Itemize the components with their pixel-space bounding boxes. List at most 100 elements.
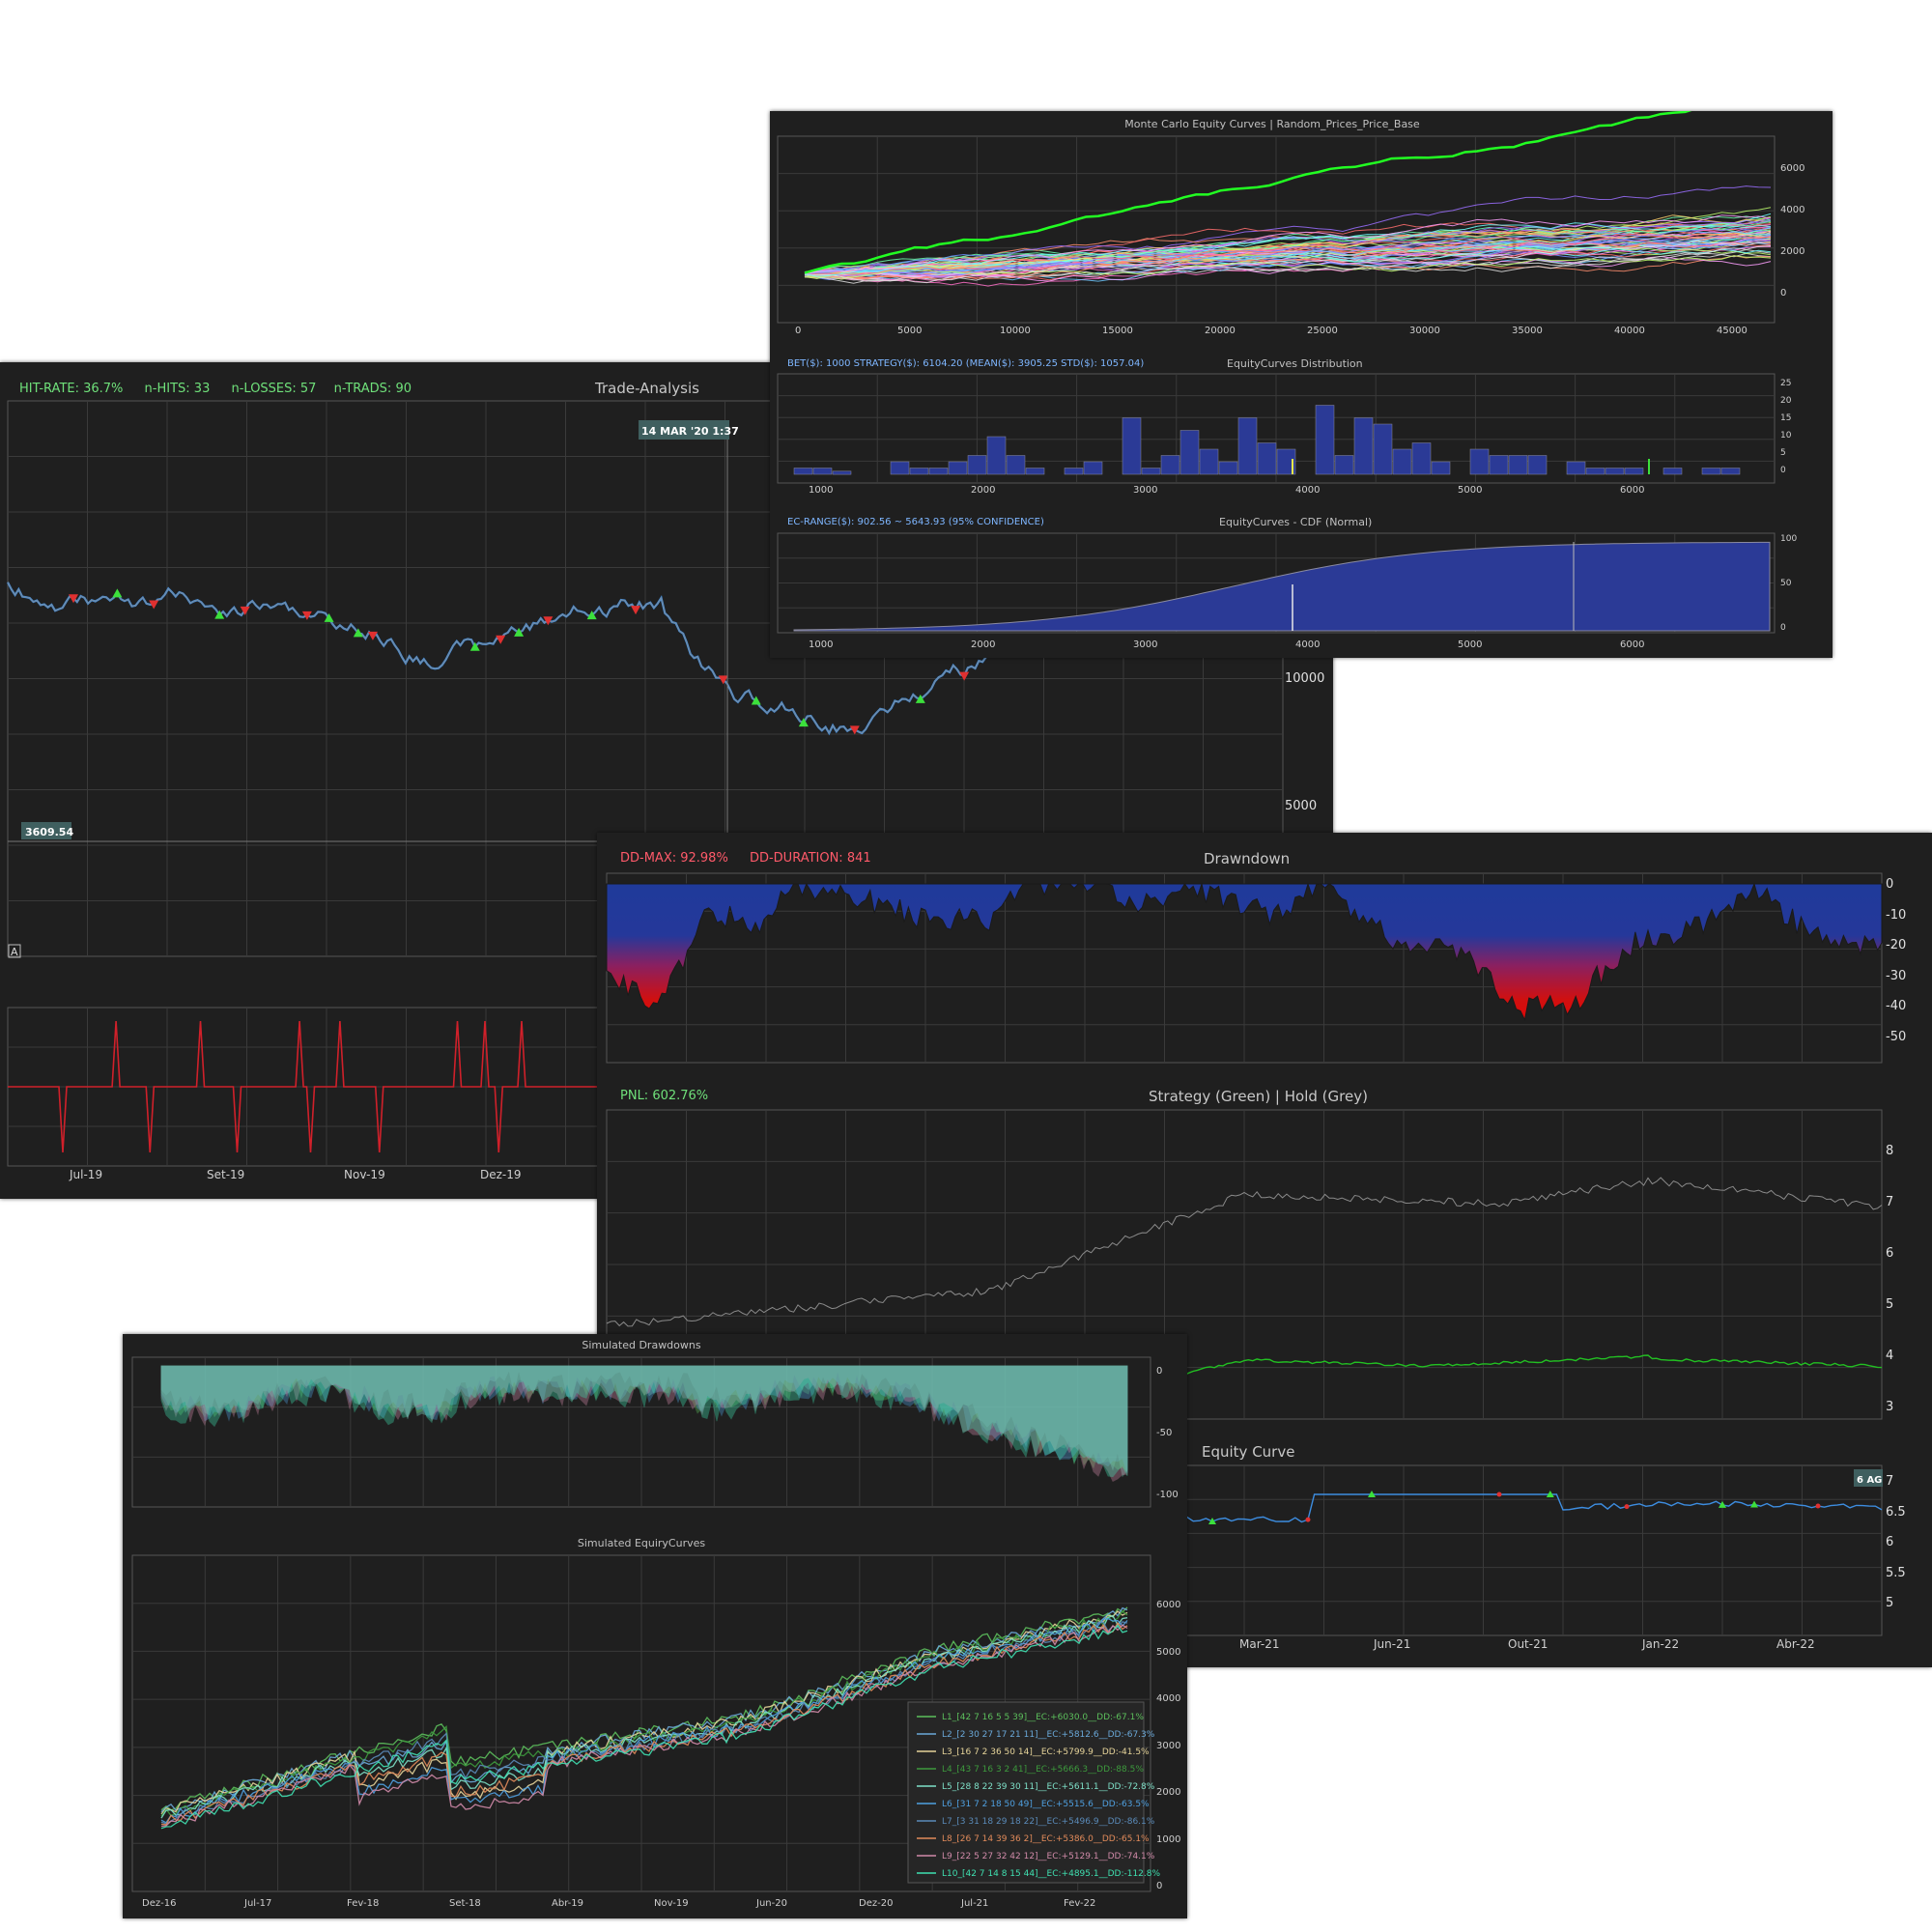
histogram-bar	[1200, 449, 1218, 474]
sim-dd-y-tick: 0	[1156, 1366, 1162, 1377]
trade-analysis-title: Trade-Analysis	[595, 380, 699, 397]
equity-date-text: 6 AG	[1857, 1475, 1882, 1486]
cursor-value-text: 3609.54	[25, 826, 73, 838]
sell-marker	[1625, 1504, 1630, 1509]
drawdown-y-tick: -20	[1886, 938, 1906, 952]
sim-x-tick: Dez-20	[859, 1898, 893, 1909]
histogram-bar	[1026, 469, 1044, 475]
sim-x-tick: Jun-20	[756, 1898, 787, 1909]
histogram-bar	[1470, 449, 1489, 474]
mc-y-tick: 4000	[1780, 205, 1804, 215]
histogram-bar	[1238, 418, 1257, 475]
monte-carlo-window: Monte Carlo Equity Curves | Random_Price…	[770, 111, 1833, 658]
histogram-bar	[1509, 456, 1527, 475]
cdf-stats: EC-RANGE($): 902.56 ~ 5643.93 (95% CONFI…	[787, 517, 1044, 527]
drawdown-y-tick: -40	[1886, 999, 1906, 1013]
dist-y-tick: 15	[1780, 413, 1791, 423]
dist-x-tick: 5000	[1458, 485, 1482, 496]
signal-series	[8, 1021, 599, 1152]
histogram-bar	[1122, 418, 1141, 475]
histogram-bar	[891, 462, 909, 474]
cdf-curve	[794, 542, 1770, 631]
drawdown-y-tick: 0	[1886, 877, 1893, 892]
histogram-bar	[1258, 443, 1276, 475]
auto-scale-button-label: A	[11, 946, 18, 958]
histogram-bar	[1161, 456, 1179, 475]
mc-y-tick: 2000	[1780, 246, 1804, 257]
cursor-date-text: 14 MAR '20 1:37	[641, 425, 739, 438]
histogram-bar	[1721, 469, 1740, 475]
histogram-bar	[1065, 469, 1083, 475]
legend-entry: L2_[2 30 27 17 21 11]__EC:+5812.6__DD:-6…	[942, 1730, 1155, 1740]
histogram-bar	[929, 469, 948, 475]
histogram-bar	[1374, 424, 1392, 474]
strategy-y-tick: 3	[1886, 1400, 1893, 1414]
cdf-x-tick: 1000	[809, 639, 833, 650]
mc-x-tick: 5000	[897, 326, 922, 336]
histogram-bar	[1316, 406, 1334, 475]
equity-y-tick: 7	[1886, 1474, 1893, 1489]
mc-y-tick: 6000	[1780, 163, 1804, 174]
legend-entry: L9_[22 5 27 32 42 12]__EC:+5129.1__DD:-7…	[942, 1852, 1155, 1861]
dd-duration-stat: DD-DURATION: 841	[750, 851, 871, 866]
equity-y-tick: 5.5	[1886, 1566, 1906, 1580]
distribution-title: EquityCurves Distribution	[1227, 357, 1363, 370]
drawdown-y-tick: -50	[1886, 1030, 1906, 1044]
sell-marker	[1497, 1492, 1502, 1497]
histogram-bar	[1528, 456, 1547, 475]
sim-dd-y-tick: -100	[1156, 1490, 1179, 1500]
hit-rate-stat: HIT-RATE: 36.7%	[19, 382, 123, 396]
histogram-bar	[968, 456, 986, 475]
buy-marker	[112, 588, 122, 597]
losses-stat: n-LOSSES: 57	[231, 382, 316, 396]
equity-x-tick: Jun-21	[1374, 1637, 1410, 1651]
simulation-window: L1_[42 7 16 5 5 39]__EC:+6030.0__DD:-67.…	[123, 1334, 1187, 1918]
strategy-y-tick: 5	[1886, 1297, 1893, 1312]
histogram-bar	[1142, 469, 1160, 475]
sim-x-tick: Set-18	[449, 1898, 481, 1909]
histogram-bar	[1354, 418, 1373, 475]
sim-x-tick: Fev-22	[1064, 1898, 1095, 1909]
buy-marker	[1719, 1501, 1726, 1508]
sim-drawdown-area	[161, 1366, 1127, 1477]
dist-y-tick: 20	[1780, 396, 1791, 406]
pnl-stat: PNL: 602.76%	[620, 1089, 708, 1103]
strategy-title: Strategy (Green) | Hold (Grey)	[1149, 1088, 1368, 1105]
dist-y-tick: 5	[1780, 448, 1786, 458]
cdf-title: EquityCurves - CDF (Normal)	[1219, 516, 1372, 528]
price-y-tick: 10000	[1285, 671, 1324, 686]
sell-marker	[959, 672, 969, 681]
mc-title: Monte Carlo Equity Curves | Random_Price…	[770, 118, 1775, 130]
distribution-stats: BET($): 1000 STRATEGY($): 6104.20 (MEAN(…	[787, 358, 1144, 369]
sim-x-tick: Fev-18	[347, 1898, 379, 1909]
sell-marker	[1306, 1518, 1311, 1522]
sell-marker	[850, 725, 860, 734]
histogram-bar	[794, 469, 812, 475]
histogram-bar	[987, 437, 1006, 474]
price-y-tick: 5000	[1285, 799, 1317, 813]
histogram-bar	[910, 469, 928, 475]
histogram-bar	[1335, 456, 1353, 475]
strategy-y-tick: 8	[1886, 1144, 1893, 1158]
legend-entry: L3_[16 7 2 36 50 14]__EC:+5799.9__DD:-41…	[942, 1747, 1150, 1757]
dist-x-tick: 2000	[971, 485, 995, 496]
signal-x-tick: Dez-19	[480, 1168, 522, 1181]
cdf-y-tick: 50	[1780, 579, 1791, 588]
mc-x-tick: 40000	[1614, 326, 1645, 336]
histogram-bar	[1084, 462, 1102, 474]
sim-x-tick: Jul-21	[961, 1898, 988, 1909]
sim-ec-y-tick: 0	[1156, 1881, 1162, 1891]
sim-ec-y-tick: 5000	[1156, 1647, 1180, 1658]
sell-marker	[631, 606, 640, 614]
mc-x-tick: 10000	[1000, 326, 1031, 336]
sim-ec-y-tick: 1000	[1156, 1834, 1180, 1845]
equity-x-tick: Mar-21	[1239, 1637, 1279, 1651]
mc-equity-curves	[805, 111, 1771, 286]
histogram-bar	[1567, 462, 1585, 474]
mc-y-tick: 0	[1780, 288, 1786, 298]
cdf-x-tick: 6000	[1620, 639, 1644, 650]
hits-stat: n-HITS: 33	[145, 382, 211, 396]
mc-x-tick: 35000	[1512, 326, 1543, 336]
dist-y-tick: 0	[1780, 466, 1786, 475]
equity-x-tick: Abr-22	[1776, 1637, 1815, 1651]
